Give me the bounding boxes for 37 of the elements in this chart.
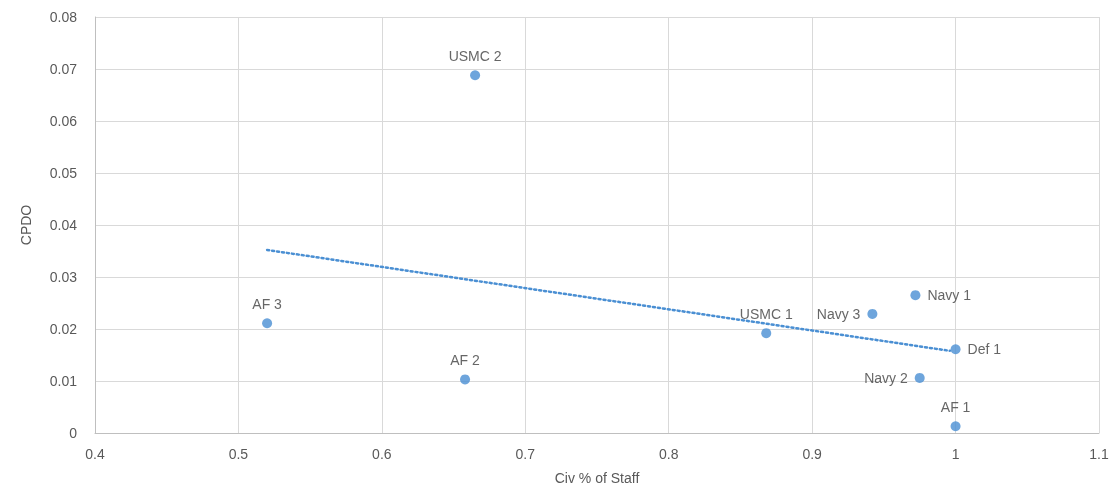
annotation: USMC 1	[739, 306, 793, 323]
point	[950, 421, 961, 432]
x-tick-label: 0.4	[85, 446, 105, 462]
x-tick-label: 0.7	[515, 446, 536, 462]
point	[910, 290, 921, 301]
y-axis-title: CPDO	[18, 204, 34, 246]
annotation: Navy 3	[816, 305, 861, 322]
x-tick-label: 1.1	[1089, 446, 1109, 462]
x-tick-label: 0.9	[802, 446, 823, 462]
point	[914, 372, 925, 383]
point	[470, 70, 481, 81]
y-tick-label: 0.04	[49, 217, 78, 233]
point	[262, 318, 273, 329]
x-axis-title: Civ % of Staff	[554, 470, 640, 486]
y-tick-label: 0	[69, 425, 78, 441]
y-tick-label: 0.03	[49, 269, 78, 285]
annotation: AF 1	[940, 399, 971, 416]
annotation: USMC 2	[448, 48, 502, 65]
y-tick-label: 0.07	[49, 61, 78, 77]
annotation: AF 3	[252, 296, 283, 313]
annotation: Navy 1	[927, 287, 972, 304]
point	[867, 308, 878, 319]
annotation: Navy 2	[864, 369, 908, 386]
x-tick-label: 0.6	[372, 446, 392, 462]
x-tick-label: 0.8	[658, 446, 679, 462]
y-tick-label: 0.01	[49, 373, 78, 389]
y-tick-label: 0.02	[49, 321, 78, 337]
y-tick-label: 0.05	[49, 165, 78, 181]
point	[950, 344, 961, 355]
annotation: Def 1	[967, 341, 1002, 358]
y-tick-label: 0.08	[49, 9, 78, 25]
x-tick-label: 1	[951, 446, 960, 462]
x-tick-label: 0.5	[228, 446, 249, 462]
annotation: AF 2	[450, 352, 481, 369]
y-tick-label: 0.06	[49, 113, 78, 129]
point	[761, 328, 772, 339]
point	[460, 374, 471, 385]
